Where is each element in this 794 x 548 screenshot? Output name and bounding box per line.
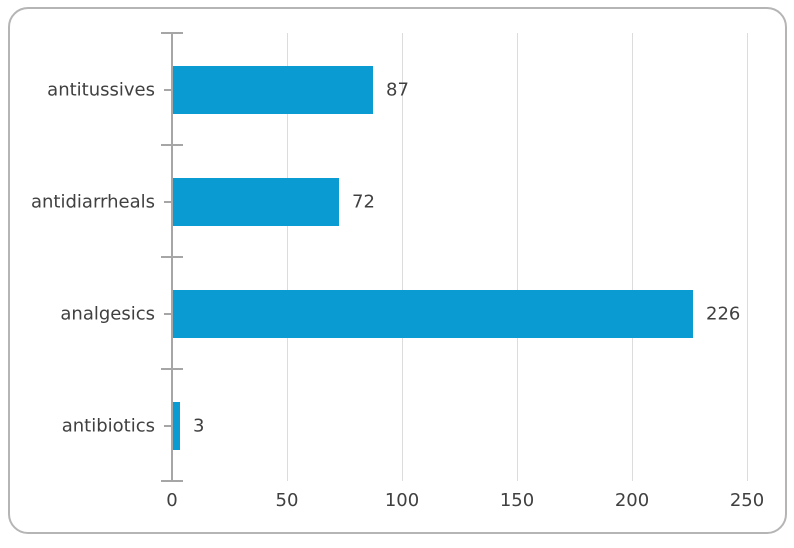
bar-value-label: 72 (352, 191, 375, 213)
axis-major-tick (161, 144, 183, 146)
axis-major-tick (161, 480, 183, 482)
bar (173, 402, 180, 450)
category-label: analgesics (60, 303, 155, 325)
bar (173, 66, 373, 114)
axis-minor-tick (164, 313, 176, 315)
x-tick-label: 50 (275, 490, 299, 511)
gridline (747, 33, 748, 481)
x-tick-label: 250 (729, 490, 765, 511)
bar-value-label: 87 (386, 79, 409, 101)
axis-minor-tick (164, 425, 176, 427)
axis-minor-tick (164, 201, 176, 203)
axis-major-tick (161, 368, 183, 370)
gridline (287, 33, 288, 481)
x-tick-label: 100 (384, 490, 420, 511)
x-tick-label: 150 (499, 490, 535, 511)
x-tick-label: 0 (166, 490, 178, 511)
bar-value-label: 3 (193, 415, 205, 437)
bar (173, 178, 339, 226)
bar (173, 290, 693, 338)
category-label: antitussives (47, 79, 155, 101)
gridline (632, 33, 633, 481)
x-tick-label: 200 (614, 490, 650, 511)
gridline (402, 33, 403, 481)
bar-value-label: 226 (706, 303, 741, 325)
chart-frame (8, 7, 787, 534)
category-label: antidiarrheals (30, 191, 155, 213)
axis-major-tick (161, 32, 183, 34)
axis-minor-tick (164, 89, 176, 91)
axis-major-tick (161, 256, 183, 258)
gridline (517, 33, 518, 481)
category-label: antibiotics (61, 415, 155, 437)
